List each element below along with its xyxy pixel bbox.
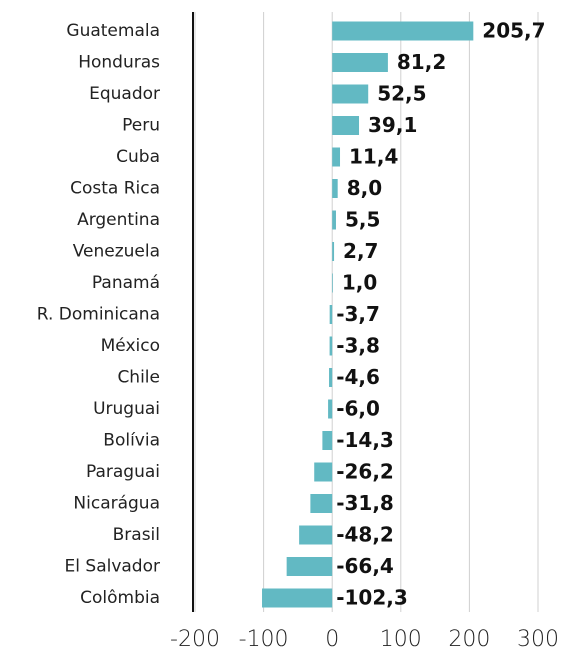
bar	[329, 305, 333, 324]
bar	[322, 431, 333, 450]
category-label: Colômbia	[80, 588, 160, 608]
category-label: Chile	[117, 368, 160, 388]
value-label: -3,7	[336, 302, 380, 326]
category-label: Venezuela	[73, 242, 160, 262]
value-label: -66,4	[336, 554, 394, 578]
category-label: Paraguai	[86, 462, 160, 482]
value-label: -14,3	[336, 428, 394, 452]
category-label: Equador	[89, 84, 160, 104]
category-label: Bolívia	[103, 431, 160, 451]
value-label: -102,3	[336, 586, 408, 610]
bar	[332, 53, 388, 72]
bar	[332, 242, 335, 261]
x-tick-label: -100	[239, 627, 289, 652]
bar	[332, 273, 333, 293]
value-label: 2,7	[343, 239, 378, 263]
bar	[332, 210, 336, 230]
x-tick-label: 300	[517, 627, 559, 652]
value-label: -48,2	[336, 523, 394, 547]
bar	[286, 557, 333, 576]
value-label: 52,5	[377, 82, 426, 106]
bar	[329, 368, 333, 387]
value-label: 81,2	[397, 50, 446, 74]
value-label: 205,7	[482, 19, 545, 43]
x-tick-label: 100	[380, 627, 422, 652]
bar	[332, 84, 369, 104]
bar	[329, 336, 333, 356]
value-label: -26,2	[336, 460, 394, 484]
category-label: Peru	[122, 116, 160, 136]
category-label: Cuba	[116, 147, 160, 167]
category-label: Panamá	[92, 273, 160, 293]
category-label: Brasil	[113, 525, 160, 545]
category-label: Nicarágua	[73, 494, 160, 514]
x-tick-label: 0	[325, 627, 339, 652]
category-label: Costa Rica	[70, 179, 160, 199]
bar	[332, 179, 338, 198]
value-label: -4,6	[336, 365, 380, 389]
category-label: R. Dominicana	[37, 305, 160, 325]
value-label: -31,8	[336, 491, 394, 515]
category-label: El Salvador	[65, 557, 160, 577]
value-label: -3,8	[336, 334, 380, 358]
bar	[310, 494, 333, 513]
category-label: Honduras	[78, 53, 160, 73]
bar	[332, 147, 341, 167]
value-label: 39,1	[368, 113, 417, 137]
category-label: Uruguai	[93, 399, 160, 419]
bar	[262, 588, 333, 608]
bar	[328, 399, 333, 419]
value-label: 8,0	[347, 176, 382, 200]
value-label: 5,5	[345, 208, 380, 232]
bar	[332, 116, 360, 135]
x-tick-label: 200	[448, 627, 490, 652]
bar	[314, 462, 333, 482]
x-tick-label: -200	[170, 627, 220, 652]
value-label: 11,4	[349, 145, 398, 169]
category-label: México	[101, 336, 160, 356]
value-label: 1,0	[342, 271, 377, 295]
bar	[332, 21, 474, 41]
bar	[299, 525, 333, 545]
category-label: Guatemala	[66, 21, 160, 41]
category-label: Argentina	[77, 210, 160, 230]
value-label: -6,0	[336, 397, 380, 421]
